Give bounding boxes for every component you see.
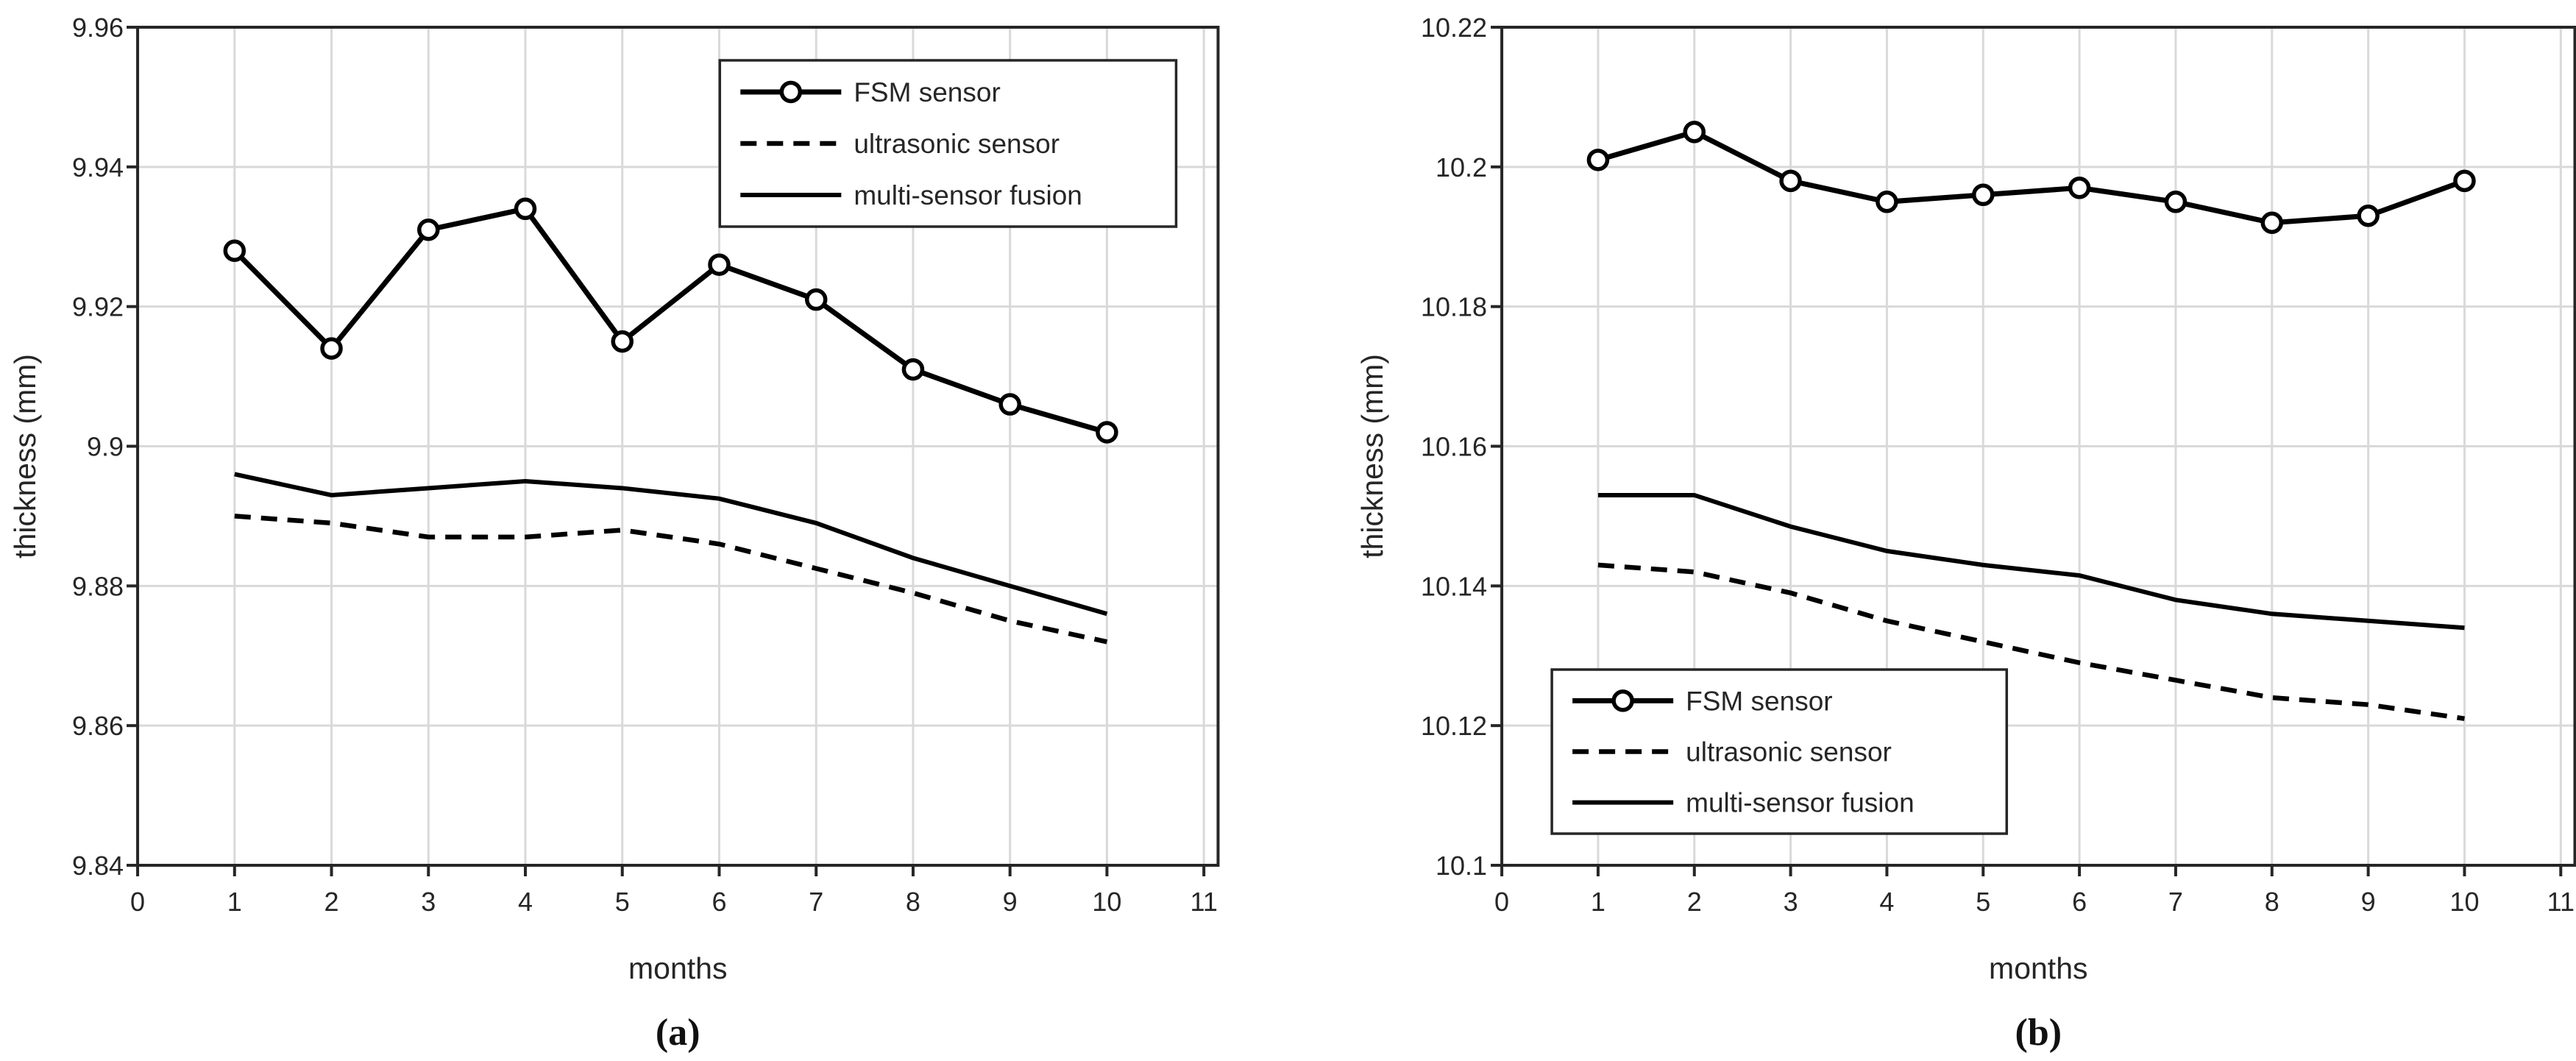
data-point-marker <box>2068 177 2090 199</box>
data-point-marker <box>708 253 731 276</box>
data-point-marker <box>514 197 537 221</box>
y-tick-label: 10.1 <box>1435 851 1486 881</box>
data-point-marker <box>1586 149 1609 171</box>
legend-entry-label: multi-sensor fusion <box>854 180 1082 210</box>
legend-entry-label: FSM sensor <box>1686 686 1832 716</box>
data-point-marker <box>998 393 1021 416</box>
x-tick-label: 8 <box>906 887 920 917</box>
y-tick-label: 9.84 <box>72 851 124 881</box>
data-point-marker <box>2164 191 2187 213</box>
fsm-sensor-line <box>233 205 1108 435</box>
x-tick-label: 9 <box>1003 887 1018 917</box>
x-tick-label: 5 <box>1976 887 1990 917</box>
multi-sensor-fusion-line <box>234 472 1108 617</box>
x-tick-label: 3 <box>421 887 436 917</box>
y-tick-label: 9.88 <box>72 571 124 601</box>
x-tick-label: 7 <box>2168 887 2182 917</box>
fsm-sensor-line <box>1597 129 2466 226</box>
multi-sensor-fusion-line <box>1597 492 2465 631</box>
x-tick-label: 7 <box>809 887 823 917</box>
x-tick-label: 3 <box>1783 887 1798 917</box>
panel-a-ylabel: thickness (mm) <box>8 354 42 558</box>
y-tick-label: 10.16 <box>1420 432 1486 462</box>
x-tick-label: 6 <box>712 887 726 917</box>
x-tick-label: 2 <box>324 887 339 917</box>
y-tick-label: 10.18 <box>1420 292 1486 322</box>
y-tick-label: 10.22 <box>1420 13 1486 43</box>
y-tick-label: 9.96 <box>72 13 124 43</box>
y-tick-label: 10.12 <box>1420 711 1486 741</box>
legend-entry-label: FSM sensor <box>854 77 1000 107</box>
data-point-marker <box>901 358 925 381</box>
data-point-marker <box>320 337 343 360</box>
y-tick-label: 10.14 <box>1420 571 1486 601</box>
data-point-marker <box>1971 183 1995 207</box>
y-tick-label: 10.2 <box>1435 152 1486 182</box>
y-tick-label: 9.94 <box>72 152 124 182</box>
x-tick-label: 0 <box>130 887 145 917</box>
panel-b-caption: (b) <box>2015 1012 2062 1054</box>
data-point-marker <box>417 219 440 241</box>
x-tick-label: 1 <box>227 887 242 917</box>
x-tick-label: 9 <box>2360 887 2375 917</box>
x-tick-label: 6 <box>2072 887 2087 917</box>
data-point-marker <box>1778 169 1802 193</box>
x-tick-label: 4 <box>518 887 533 917</box>
x-tick-label: 5 <box>615 887 630 917</box>
data-point-marker <box>2452 169 2476 193</box>
panel-a: 0 1 2 3 4 5 6 7 8 9 10 11 9.84 9.86 9.88 9.9 9.92 9.94 9.9… <box>8 13 1220 1054</box>
x-tick-label: 10 <box>1092 887 1121 917</box>
legend-entry-label: multi-sensor fusion <box>1686 788 1915 818</box>
data-point-marker <box>1683 121 1706 143</box>
panel-b-plot-layer: 0 1 2 3 4 5 6 7 8 9 10 11 10.1 10.12 10.14 10.16 10.18 10… <box>1420 13 2576 917</box>
legend-entry-label: ultrasonic sensor <box>854 129 1060 159</box>
legend-marker-sample <box>1611 689 1634 712</box>
ultrasonic-sensor-line <box>234 514 1108 645</box>
x-tick-label: 10 <box>2449 887 2479 917</box>
ultrasonic-sensor-line <box>1597 562 2465 721</box>
data-point-marker <box>223 239 246 262</box>
panel-b: 0 1 2 3 4 5 6 7 8 9 10 11 10.1 10.12 10.14 10.16 10.18 10… <box>1288 0 2576 1061</box>
x-tick-label: 0 <box>1494 887 1509 917</box>
panel-b-ylabel: thickness (mm) <box>1355 354 1389 558</box>
x-tick-label: 8 <box>2264 887 2279 917</box>
legend-entry-label: ultrasonic sensor <box>1686 737 1892 767</box>
y-tick-label: 9.92 <box>72 292 124 322</box>
y-tick-label: 9.86 <box>72 711 124 741</box>
panel-a-chart: 0 1 2 3 4 5 6 7 8 9 10 11 9.84 9.86 9.88 9.9 9.92 9.94 9.9… <box>8 13 1220 1054</box>
panel-a-plot-layer: 0 1 2 3 4 5 6 7 8 9 10 11 9.84 9.86 9.88 9.9 9.92 9.94 9.9… <box>72 13 1220 917</box>
data-point-marker <box>611 330 634 353</box>
x-tick-label: 11 <box>2547 887 2574 917</box>
x-tick-label: 2 <box>1686 887 1701 917</box>
legend-marker-sample <box>779 80 803 104</box>
y-tick-label: 9.9 <box>87 432 124 462</box>
x-tick-label: 11 <box>1190 887 1217 917</box>
panel-b-xlabel: months <box>1989 951 2087 985</box>
panel-a-caption: (a) <box>656 1012 700 1054</box>
data-point-marker <box>2356 205 2380 227</box>
x-tick-label: 1 <box>1590 887 1605 917</box>
data-point-marker <box>1875 191 1898 213</box>
data-point-marker <box>804 288 828 311</box>
data-point-marker <box>1096 421 1118 444</box>
panel-b-chart: 0 1 2 3 4 5 6 7 8 9 10 11 10.1 10.12 10.14 10.16 10.18 10… <box>1355 13 2576 1054</box>
data-point-marker <box>2260 211 2283 235</box>
axes-box <box>1500 26 2576 867</box>
panel-a-xlabel: months <box>628 951 727 985</box>
x-tick-label: 4 <box>1879 887 1894 917</box>
